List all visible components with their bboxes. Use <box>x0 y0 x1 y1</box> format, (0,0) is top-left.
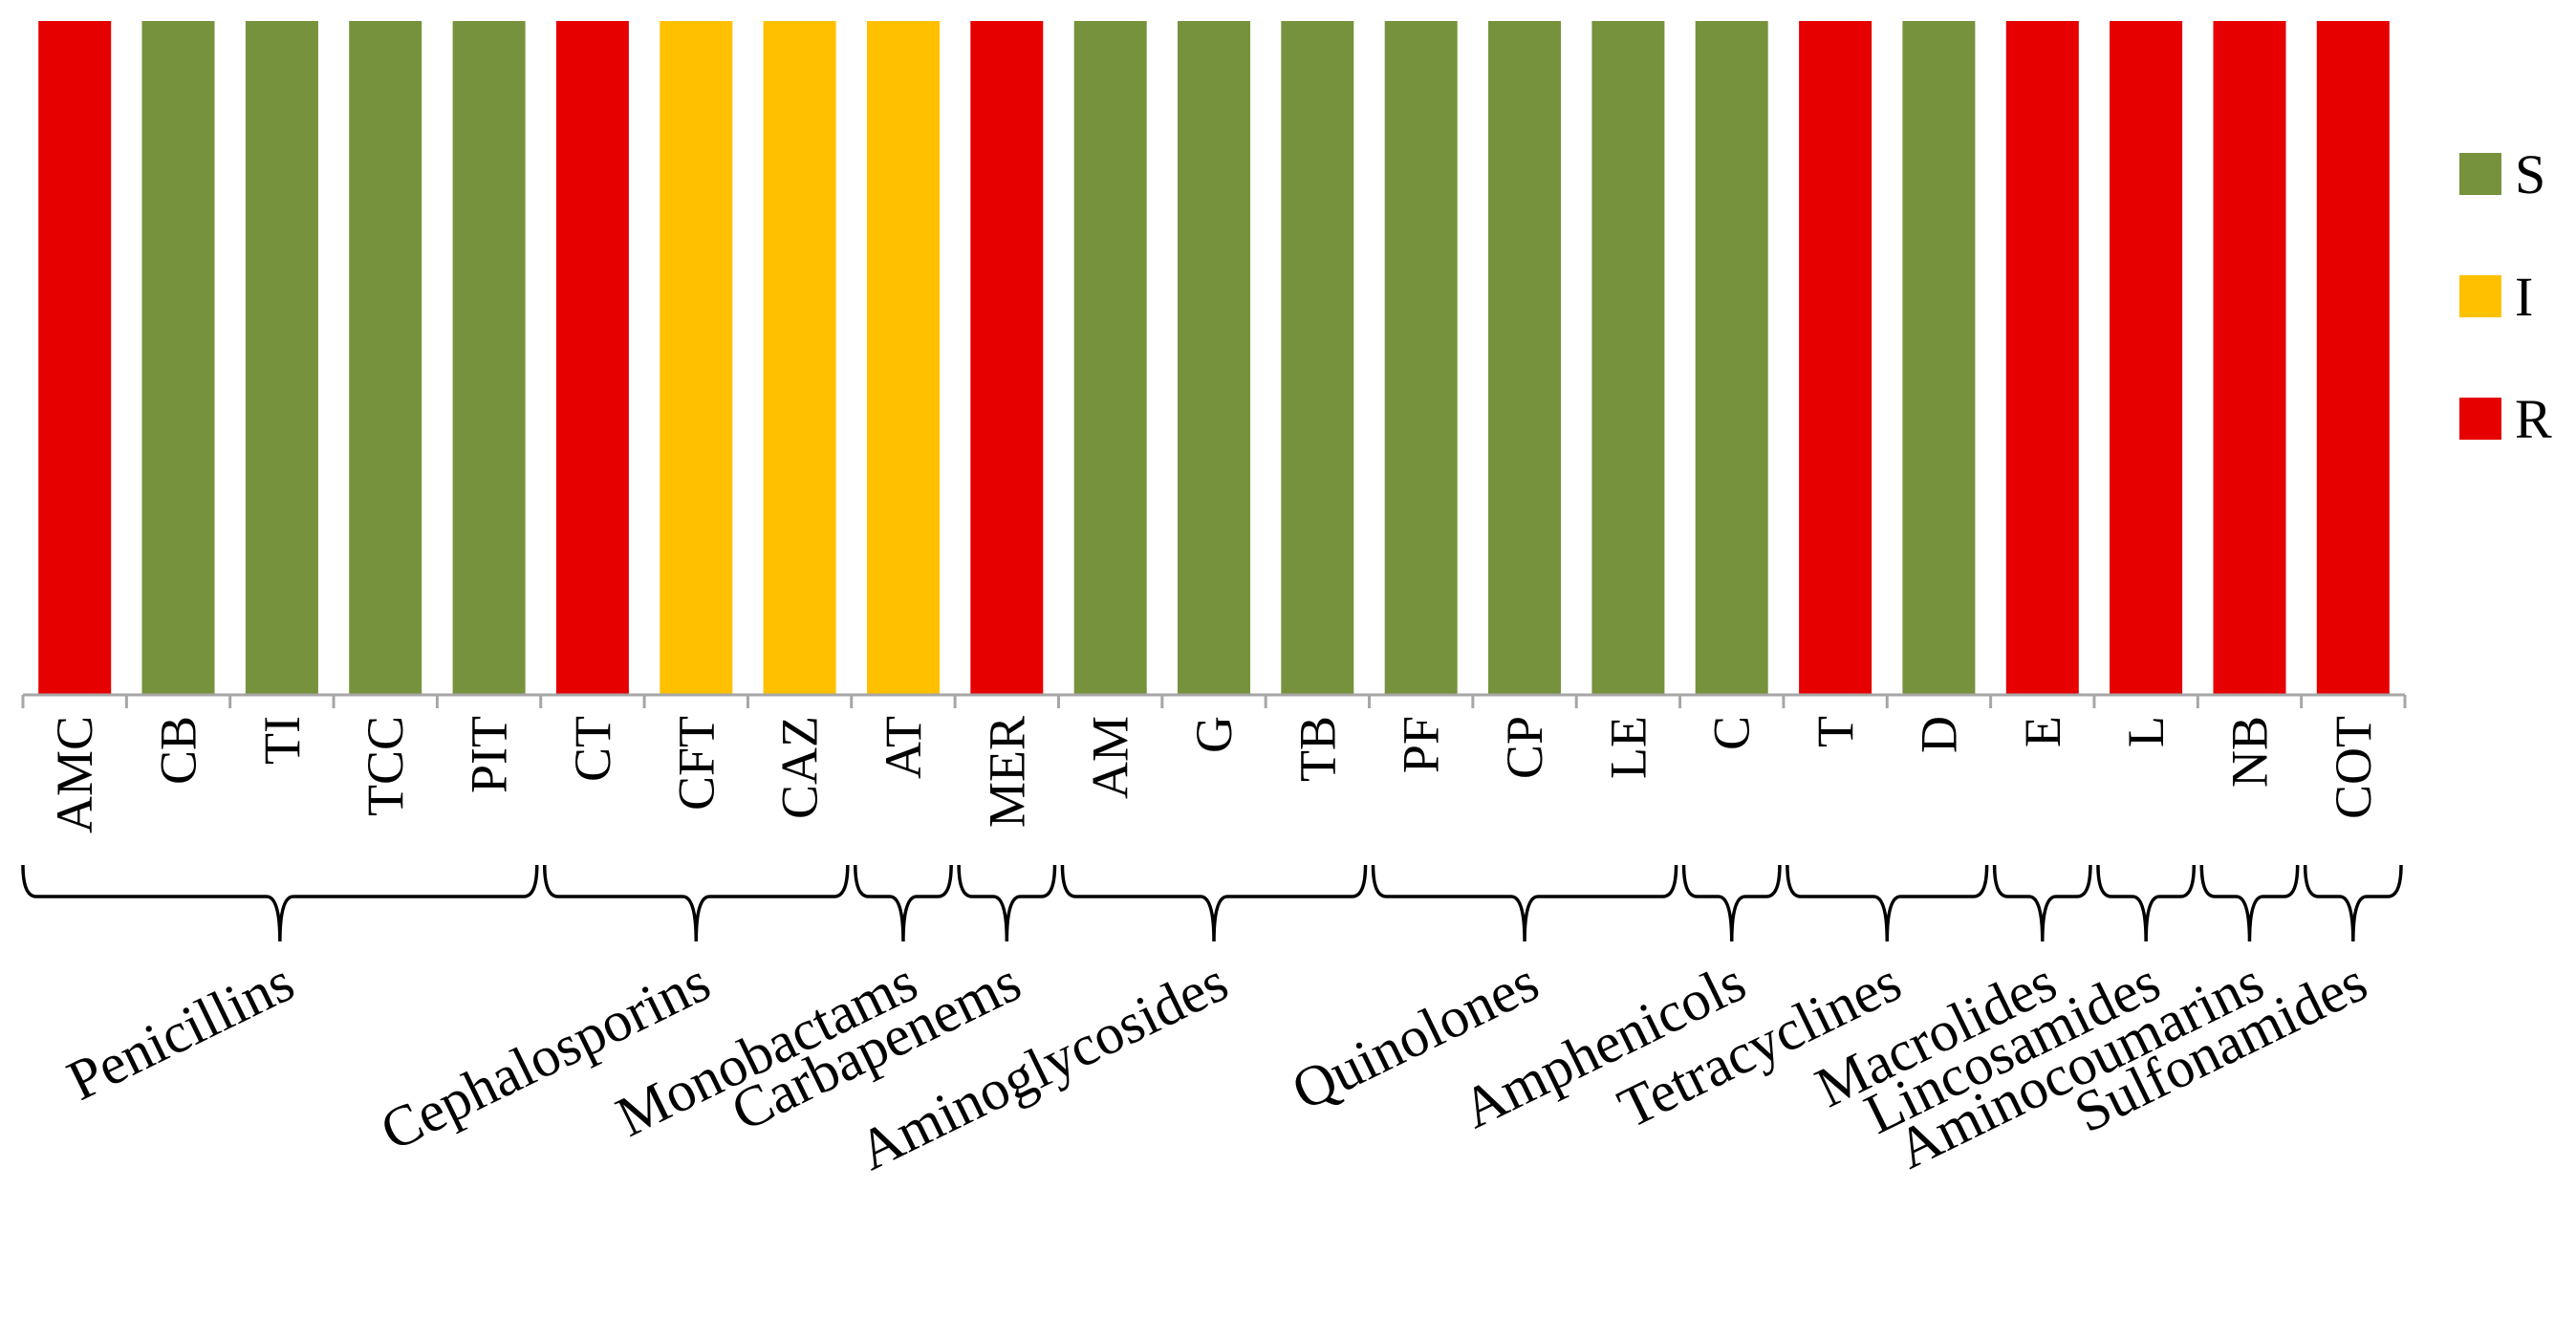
legend-label-i: I <box>2515 266 2533 328</box>
bar-tcc <box>349 21 422 695</box>
x-tick-label: E <box>2014 716 2071 747</box>
x-tick-label: CFT <box>667 716 725 811</box>
x-tick-label: COT <box>2325 716 2382 819</box>
x-tick-label: D <box>1910 716 1967 753</box>
x-tick-label: PF <box>1393 716 1450 773</box>
brace-amphenicols <box>1681 864 1782 942</box>
brace-quinolones <box>1371 864 1678 942</box>
x-tick-label: CB <box>150 716 207 785</box>
bar-ti <box>245 21 318 695</box>
legend-swatch-r <box>2459 398 2501 440</box>
x-tick-label: AMC <box>46 716 103 833</box>
bar-cot <box>2316 21 2390 695</box>
brace-cephalosporins <box>542 864 850 942</box>
x-tick-label: TCC <box>357 716 414 816</box>
bars-layer <box>38 21 2390 695</box>
x-tick-label: G <box>1185 716 1243 753</box>
brace-sulfonamides <box>2303 864 2403 942</box>
bar-cp <box>1488 21 1561 695</box>
bar-am <box>1073 21 1147 695</box>
x-tick-label: NB <box>2221 716 2279 788</box>
bar-cb <box>141 21 215 695</box>
x-tick-label: MER <box>978 716 1035 828</box>
bar-nb <box>2213 21 2286 695</box>
x-tick-label: TI <box>253 716 311 765</box>
class-label-penicillins: Penicillins <box>58 949 304 1112</box>
bar-pf <box>1384 21 1458 695</box>
bar-mer <box>970 21 1044 695</box>
bar-at <box>867 21 940 695</box>
x-tick-label: CP <box>1496 716 1553 779</box>
x-tick-label: T <box>1807 716 1864 747</box>
bar-tb <box>1281 21 1354 695</box>
x-tick-label: AM <box>1082 716 1139 799</box>
x-tick-label: CT <box>564 716 621 782</box>
class-labels: Penicillins CephalosporinsMonobactamsCarb… <box>58 949 2377 1181</box>
legend-swatch-i <box>2459 275 2501 317</box>
x-tick-label: TB <box>1288 716 1346 782</box>
legend-label-s: S <box>2515 143 2545 205</box>
bar-e <box>2005 21 2079 695</box>
class-braces <box>21 864 2403 942</box>
bar-amc <box>38 21 112 695</box>
bar-ct <box>555 21 629 695</box>
legend: SIR <box>2459 143 2552 450</box>
brace-monobactams <box>854 864 953 942</box>
brace-aminocoumarins <box>2199 864 2300 942</box>
x-tick-label: AT <box>875 716 932 779</box>
brace-carbapenems <box>957 864 1057 942</box>
x-axis-tick-labels: AMC CB TI TCC PIT CT CFT CAZ AT MER AM G TB PF CP LE C T D… <box>46 716 2382 833</box>
brace-lincosamides <box>2096 864 2197 942</box>
x-tick-label: CAZ <box>771 716 829 819</box>
brace-aminoglycosides <box>1060 864 1368 942</box>
legend-swatch-s <box>2459 153 2501 195</box>
brace-tetracyclines <box>1786 864 1989 942</box>
bar-g <box>1178 21 1250 695</box>
x-tick-label: PIT <box>461 716 518 793</box>
brace-macrolides <box>1992 864 2092 942</box>
bar-cft <box>660 21 733 695</box>
legend-label-r: R <box>2515 388 2552 450</box>
bar-l <box>2110 21 2183 695</box>
bar-c <box>1695 21 1768 695</box>
x-axis-ticks <box>21 695 2407 708</box>
bar-le <box>1591 21 1665 695</box>
bar-caz <box>763 21 836 695</box>
brace-penicillins <box>21 864 539 942</box>
x-tick-label: C <box>1703 716 1761 750</box>
x-tick-label: LE <box>1599 716 1656 779</box>
bar-t <box>1799 21 1872 695</box>
bar-pit <box>452 21 526 695</box>
x-tick-label: L <box>2117 716 2175 747</box>
bar-d <box>1902 21 1976 695</box>
